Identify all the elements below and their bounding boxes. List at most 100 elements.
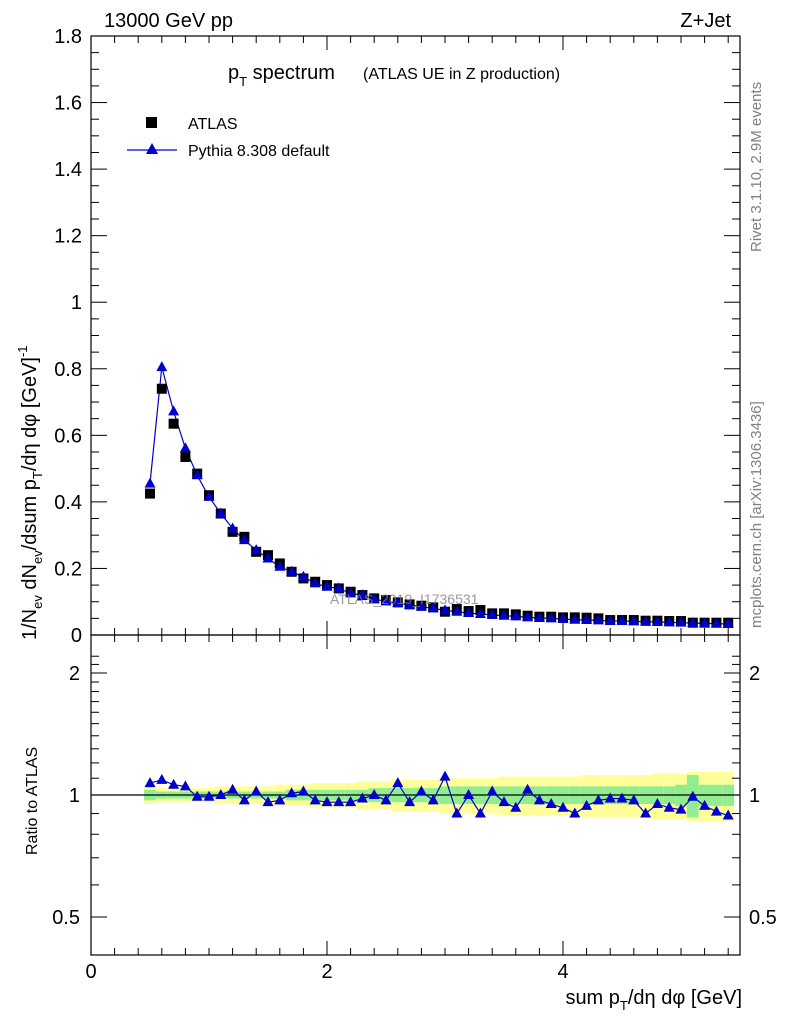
ratio-point-21: [392, 777, 404, 788]
ratio-point-24: [427, 794, 439, 805]
mc-point-17: [345, 587, 357, 598]
mc-point-8: [238, 534, 250, 545]
ratio-point-15: [321, 796, 333, 807]
mc-point-40: [616, 615, 628, 626]
ratio-point-35: [557, 801, 569, 812]
mc-point-34: [545, 612, 557, 623]
svg-text:sum pT/dη dφ [GeV]: sum pT/dη dφ [GeV]: [565, 987, 742, 1013]
mc-point-2: [168, 405, 180, 416]
y-tick-label-main-2: 0.4: [54, 492, 82, 514]
x-tick-label-1: 2: [321, 961, 332, 983]
y-tick-label-main-6: 1.2: [54, 226, 82, 248]
ratio-point-27: [463, 789, 475, 799]
mc-point-12: [286, 565, 298, 576]
mc-point-31: [510, 610, 522, 621]
ratio-point-18: [356, 792, 368, 803]
ratio-point-22: [404, 796, 416, 807]
ratio-point-12: [286, 787, 298, 798]
y-tick-label-main-5: 1: [71, 292, 82, 314]
ratio-series: [91, 770, 740, 820]
ratio-point-46: [687, 790, 699, 801]
ratio-point-3: [179, 780, 191, 791]
mc-point-26: [451, 605, 463, 616]
ratio-point-47: [699, 799, 711, 810]
ratio-point-6: [215, 789, 227, 799]
ratio-point-10: [262, 796, 274, 807]
mc-point-24: [427, 602, 439, 613]
ratio-point-28: [474, 807, 486, 818]
ratio-point-13: [297, 785, 309, 796]
y-axis-title-top: 1/Nev dNev/dsum pT/dη dφ [GeV]-1: [15, 345, 45, 640]
data-point-2: [168, 418, 179, 429]
data-point-1: [156, 383, 167, 394]
mc-point-47: [699, 617, 711, 628]
title-spectrum: spectrum: [247, 62, 335, 84]
ratio-point-20: [380, 794, 392, 805]
title-p: p: [228, 62, 239, 84]
mc-point-13: [297, 570, 309, 581]
mc-point-33: [533, 612, 545, 623]
y-tick-label-main-3: 0.6: [54, 425, 82, 447]
ratio-point-43: [651, 798, 663, 809]
svg-text:Ratio to ATLAS: Ratio to ATLAS: [24, 747, 41, 855]
header-right: Z+Jet: [680, 10, 731, 32]
y-tick-label-main-9: 1.8: [54, 26, 82, 48]
ratio-point-31: [510, 801, 522, 812]
mc-point-19: [368, 593, 380, 604]
ratio-point-17: [345, 796, 357, 807]
mc-point-45: [675, 616, 687, 627]
ratio-point-36: [569, 807, 581, 818]
plot-title: pT spectrum (ATLAS UE in Z production): [228, 62, 560, 89]
legend-label-atlas: ATLAS: [188, 116, 238, 133]
mc-point-49: [722, 618, 734, 629]
svg-text:1/Nev dNev/dsum pT/dη dφ [GeV]: 1/Nev dNev/dsum pT/dη dφ [GeV]-1: [15, 345, 45, 640]
ratio-point-5: [203, 790, 215, 801]
ratio-point-42: [640, 807, 652, 818]
ratio-point-16: [333, 796, 345, 807]
legend-label-pythia: Pythia 8.308 default: [188, 143, 330, 160]
mc-point-0: [144, 477, 156, 488]
y-tick-label-main-0: 0: [71, 625, 82, 647]
y-tick-label-ratio-0: 0.5: [52, 907, 80, 929]
x-tick-label-2: 4: [557, 961, 568, 983]
ratio-point-45: [675, 803, 687, 814]
mc-point-6: [215, 507, 227, 518]
mc-point-28: [474, 608, 486, 619]
ratio-point-44: [663, 801, 675, 812]
ratio-point-11: [274, 794, 286, 805]
mc-point-21: [392, 597, 404, 608]
ratio-point-38: [592, 794, 604, 805]
main-series: [144, 361, 734, 629]
mcplots-label: mcplots.cern.ch [arXiv:1306.3436]: [748, 401, 765, 628]
ratio-point-9: [250, 785, 262, 796]
y-tick-label-main-4: 0.8: [54, 359, 82, 381]
ratio-point-0: [144, 777, 156, 788]
y-tick-label-ratio-right-0: 0.5: [749, 907, 777, 929]
mc-point-48: [710, 617, 722, 628]
mc-point-10: [262, 552, 274, 563]
mc-point-29: [486, 609, 498, 620]
ratio-point-1: [156, 773, 168, 784]
mc-point-9: [250, 544, 262, 555]
ratio-point-8: [238, 794, 250, 805]
ratio-point-25: [439, 770, 451, 781]
title-paren: (ATLAS UE in Z production): [363, 66, 560, 83]
mc-point-36: [569, 613, 581, 624]
y-tick-label-ratio-1: 1: [69, 785, 80, 807]
mc-point-23: [415, 600, 427, 611]
mc-point-37: [581, 614, 593, 625]
title-sub: T: [239, 74, 247, 89]
ratio-point-29: [486, 785, 498, 796]
mc-point-14: [309, 577, 321, 588]
legend-marker-atlas: [146, 117, 157, 128]
mc-point-35: [557, 613, 569, 624]
y-tick-label-ratio-right-1: 1: [749, 785, 760, 807]
mc-point-5: [203, 490, 215, 501]
mc-point-43: [651, 616, 663, 627]
legend: ATLAS Pythia 8.308 default: [127, 116, 330, 160]
header-left: 13000 GeV pp: [104, 10, 233, 32]
ratio-point-23: [415, 785, 427, 796]
mc-point-44: [663, 616, 675, 627]
ratio-point-34: [545, 798, 557, 809]
